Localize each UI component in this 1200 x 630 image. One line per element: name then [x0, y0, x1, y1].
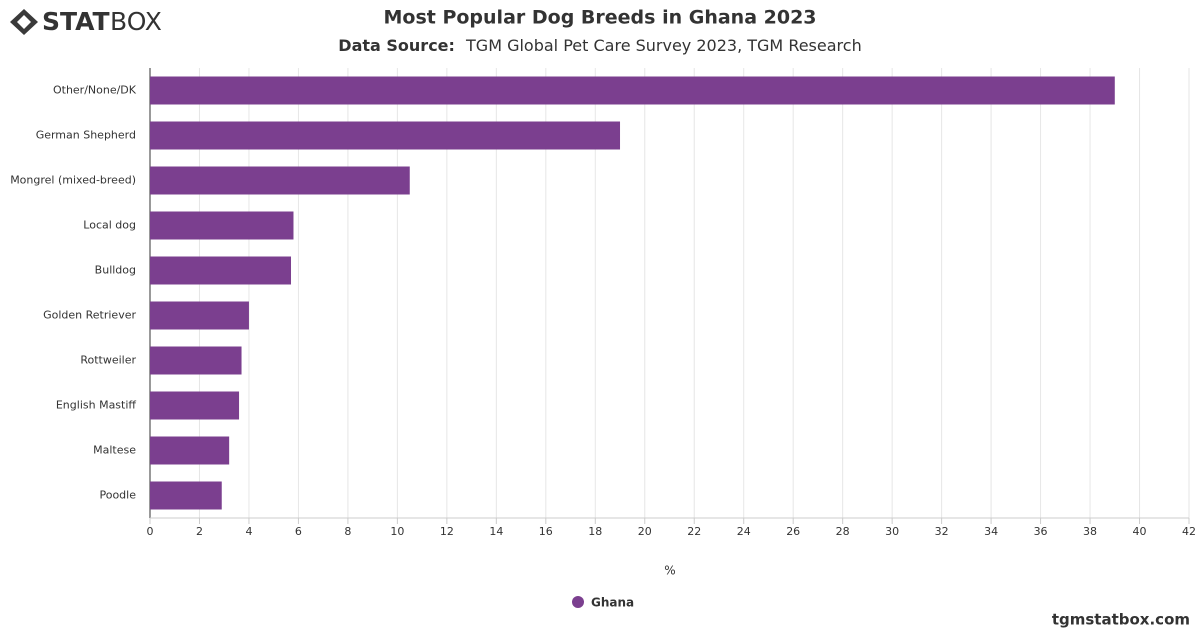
y-tick-label: Poodle — [99, 489, 136, 502]
y-tick-label: Bulldog — [95, 264, 136, 277]
x-tick-label: 32 — [935, 525, 949, 538]
bar — [150, 481, 222, 510]
bar — [150, 301, 249, 330]
logo-bold: STAT — [42, 7, 110, 36]
logo: STAT BOX — [10, 7, 162, 36]
legend-marker — [572, 596, 584, 608]
subtitle-text: TGM Global Pet Care Survey 2023, TGM Res… — [465, 36, 862, 55]
logo-light: BOX — [110, 7, 162, 36]
x-tick-label: 34 — [984, 525, 998, 538]
x-tick-label: 10 — [390, 525, 404, 538]
y-tick-label: Maltese — [93, 444, 136, 457]
x-tick-label: 22 — [687, 525, 701, 538]
bar — [150, 166, 410, 195]
x-tick-label: 36 — [1034, 525, 1048, 538]
x-tick-label: 4 — [245, 525, 252, 538]
bar — [150, 346, 242, 375]
y-tick-label: German Shepherd — [36, 129, 136, 142]
x-tick-label: 6 — [295, 525, 302, 538]
bar — [150, 211, 294, 240]
x-tick-label: 30 — [885, 525, 899, 538]
y-tick-label: Golden Retriever — [43, 309, 136, 322]
x-tick-label: 38 — [1083, 525, 1097, 538]
y-tick-label: English Mastiff — [56, 399, 137, 412]
x-tick-label: 0 — [147, 525, 154, 538]
x-tick-label: 12 — [440, 525, 454, 538]
x-axis-label: % — [664, 564, 675, 578]
x-tick-label: 16 — [539, 525, 553, 538]
footer: tgmstatbox.com — [1052, 611, 1190, 629]
x-tick-label: 24 — [737, 525, 751, 538]
x-tick-label: 18 — [588, 525, 602, 538]
subtitle-label: Data Source: — [338, 36, 455, 55]
y-tick-label: Other/None/DK — [53, 84, 137, 97]
x-tick-label: 40 — [1133, 525, 1147, 538]
bar — [150, 436, 230, 465]
y-tick-label: Mongrel (mixed-breed) — [10, 174, 136, 187]
chart-title: Most Popular Dog Breeds in Ghana 2023 — [383, 7, 816, 29]
x-tick-label: 2 — [196, 525, 203, 538]
x-tick-label: 8 — [344, 525, 351, 538]
x-tick-label: 28 — [836, 525, 850, 538]
bar — [150, 256, 292, 285]
x-tick-label: 20 — [638, 525, 652, 538]
bar — [150, 391, 240, 420]
legend-label: Ghana — [591, 596, 634, 610]
x-tick-label: 14 — [489, 525, 503, 538]
logo-icon-inner — [17, 15, 31, 29]
bar — [150, 121, 621, 150]
x-tick-label: 26 — [786, 525, 800, 538]
y-tick-label: Rottweiler — [80, 354, 136, 367]
x-tick-label: 42 — [1182, 525, 1196, 538]
y-tick-label: Local dog — [83, 219, 136, 232]
subtitle: Data Source: TGM Global Pet Care Survey … — [338, 36, 861, 55]
bar — [150, 76, 1115, 105]
